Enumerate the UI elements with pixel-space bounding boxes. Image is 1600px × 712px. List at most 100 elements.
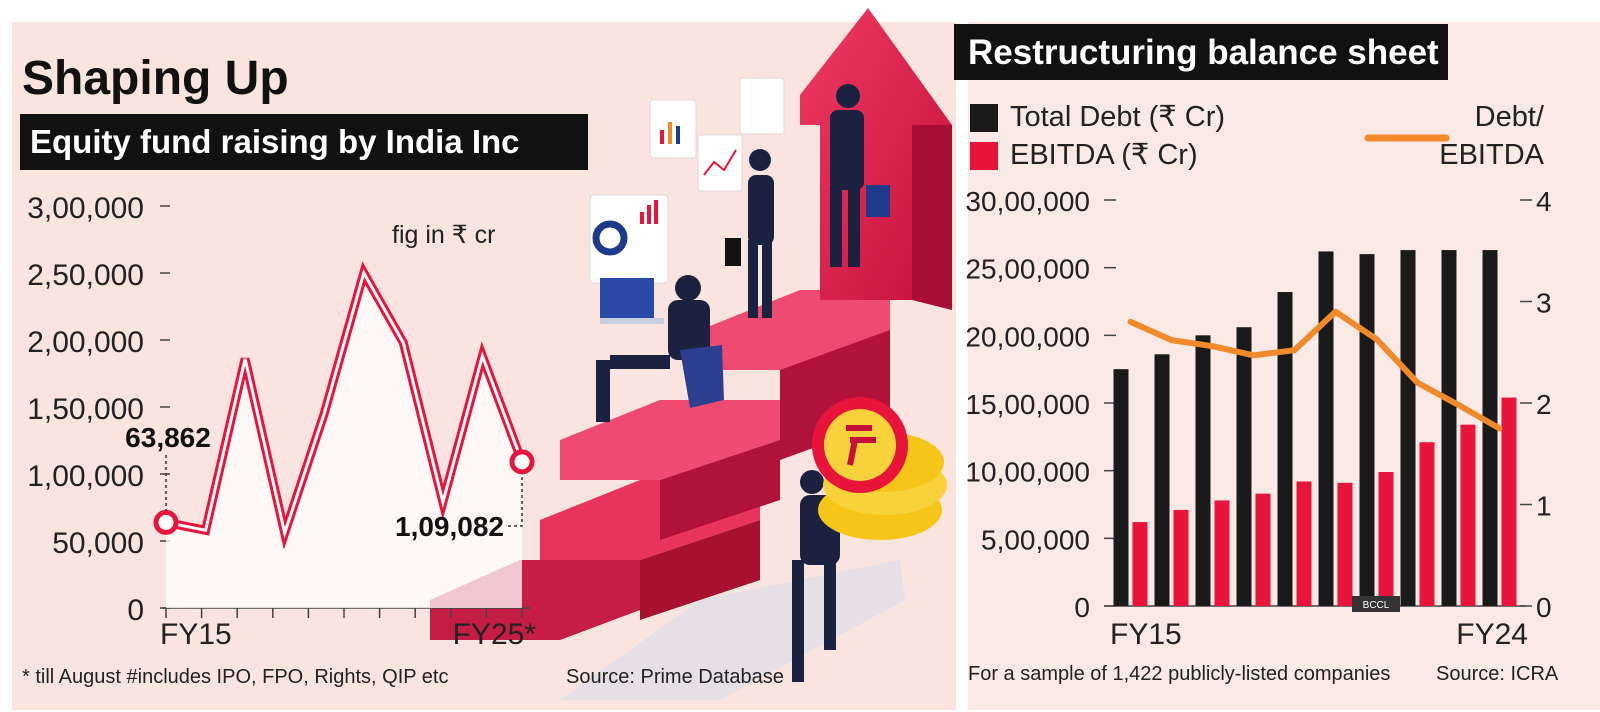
bar-total-debt [1113,369,1129,606]
left-source: Source: Prime Database [566,666,784,688]
bar-ebitda [1255,493,1271,606]
bar-total-debt [1154,354,1170,606]
ratio-point [1375,338,1378,341]
bar-ebitda [1501,397,1517,606]
ratio-point [1170,339,1173,342]
up-arrow-side-shape [912,125,952,310]
x-tick-label: FY15 [1110,618,1182,651]
bar-total-debt [1236,327,1252,606]
left-footnote: * till August #includes IPO, FPO, Rights… [22,666,448,688]
chair-shape [680,345,724,408]
ratio-point [1129,320,1132,323]
right-left-y-axis: 0 5,00,000 10,00,000 15,00,000 20,00,000 25,0… [965,186,1090,623]
chart-card-shape [649,99,697,159]
chart-card-shape [739,77,785,135]
ratio-point [1457,404,1460,407]
left-x-tick-labels: FY15 FY25* [160,618,536,651]
chart-card-shape [697,134,743,192]
y-tick-label-right: 4 [1536,186,1552,217]
y-tick-label: 1,00,000 [27,460,144,493]
bar-ebitda [1337,482,1353,606]
ratio-line [1127,308,1503,432]
annotation-first-value: 63,862 [125,422,211,453]
y-tick-label: 2,00,000 [27,326,144,359]
businessman-shapes [596,84,890,682]
bar-ebitda [1132,522,1148,606]
ratio-point [1498,427,1501,430]
x-tick-label: FY24 [1456,618,1528,651]
endpoint-marker [509,449,535,475]
y-tick-label: 0 [127,594,144,627]
endpoint-marker [153,509,179,535]
right-bars [1113,250,1517,606]
y-tick-label: 3,00,000 [27,192,144,225]
right-source: Source: ICRA [1436,663,1559,685]
left-annotations: 63,862 1,09,082 [125,422,523,542]
bar-ebitda [1460,424,1476,606]
ratio-point [1416,381,1419,384]
bar-total-debt [1195,335,1211,606]
bar-total-debt [1318,251,1334,606]
credit-label: BCCL [1363,600,1390,611]
y-tick-label: 5,00,000 [981,524,1090,555]
bar-total-debt [1400,250,1416,606]
floor-shadow-shape [560,560,905,700]
chart-title: Restructuring balance sheet [968,33,1439,72]
laptop-shape [600,278,654,318]
bar-ebitda [1378,472,1394,606]
ratio-point [1211,345,1214,348]
bar-total-debt [1277,292,1293,606]
y-tick-label-right: 2 [1536,389,1552,420]
y-tick-label: 2,50,000 [27,259,144,292]
series-line-inner [165,269,524,539]
legend-swatch-ebitda [970,142,998,170]
annotation-leader [508,473,523,527]
legend-label-ratio: Debt/ [1475,101,1545,133]
bar-total-debt [1482,250,1498,606]
mini-bar-shape [654,200,658,224]
staircase-arrow-illustration [430,8,952,700]
bar-total-debt [1441,250,1457,606]
mini-bar-shape [640,212,644,224]
y-tick-label: 25,00,000 [965,254,1090,285]
mini-bar-shape [676,126,680,144]
mini-bar-shape [668,122,672,144]
y-tick-label-right: 1 [1536,491,1552,522]
bar-ebitda [1296,481,1312,606]
y-tick-label: 50,000 [52,527,144,560]
mini-bar-shape [647,205,651,224]
legend-label-ratio: EBITDA [1439,139,1544,171]
x-tick-label: FY15 [160,618,232,651]
y-tick-label: 30,00,000 [965,186,1090,217]
left-line-series [153,261,535,608]
subtitle-banner [20,114,588,170]
y-tick-label-right: 0 [1536,592,1552,623]
bar-ebitda [1419,442,1435,606]
donut-chart-shape [592,220,628,256]
y-tick-label: 1,50,000 [27,393,144,426]
stair-step-shape [560,400,780,480]
title-banner [954,24,1448,80]
mini-bar-shape [660,130,664,144]
y-tick-label-right: 3 [1536,288,1552,319]
left-y-axis: 0 50,000 1,00,000 1,50,000 2,00,000 2,50,000 3… [27,192,144,627]
bar-ebitda [1173,509,1189,606]
y-tick-label: 20,00,000 [965,321,1090,352]
rupee-coins-shape [812,397,947,540]
legend-label-ebitda: EBITDA (₹ Cr) [1010,139,1198,171]
chart-title: Shaping Up [22,52,289,105]
annotation-last-value: 1,09,082 [395,511,504,542]
right-x-tick-labels: FY15 FY24 [1110,618,1528,651]
legend-label-debt: Total Debt (₹ Cr) [1010,101,1225,133]
ratio-point [1293,349,1296,352]
right-footnote: For a sample of 1,422 publicly-listed co… [968,663,1390,685]
ratio-point [1252,354,1255,357]
bar-total-debt [1359,254,1375,606]
stair-step-shape [660,440,780,540]
right-right-y-axis: 0 1 2 3 4 [1536,186,1552,623]
chart-subtitle: Equity fund raising by India Inc [30,123,520,160]
y-tick-label: 10,00,000 [965,457,1090,488]
y-tick-label: 15,00,000 [965,389,1090,420]
